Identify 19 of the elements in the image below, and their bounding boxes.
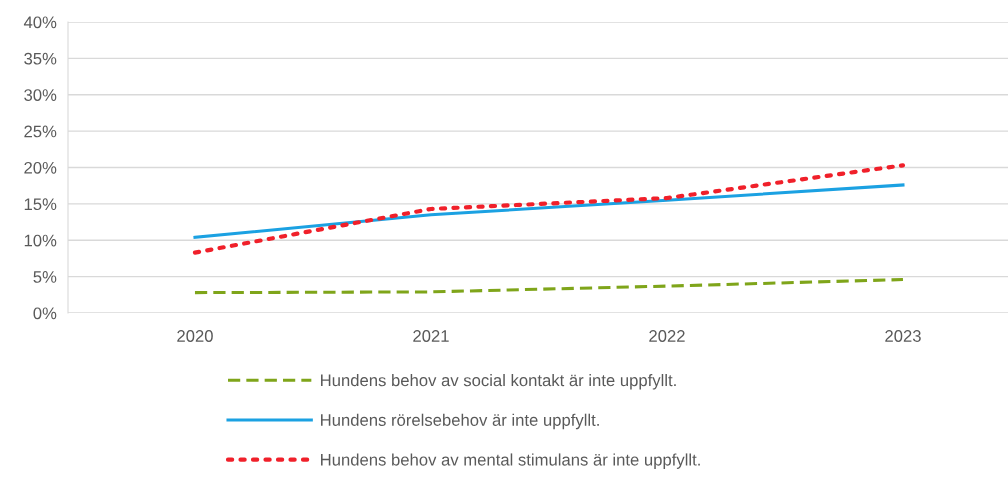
x-tick-label: 2022 xyxy=(649,330,685,342)
y-tick-label: 5% xyxy=(33,271,57,283)
legend-label: Hundens rörelsebehov är inte uppfyllt. xyxy=(321,413,599,430)
y-tick-label: 15% xyxy=(24,198,57,211)
y-tick-label: 0% xyxy=(33,307,57,320)
y-tick-label: 30% xyxy=(24,89,57,101)
legend-label: Hundens behov av mental stimulans är inte uppfyllt. xyxy=(321,453,700,469)
y-tick-label: 35% xyxy=(24,52,57,65)
y-tick-label: 25% xyxy=(24,125,57,138)
x-tick-label: 2023 xyxy=(885,330,921,342)
line-series xyxy=(193,278,905,295)
legend-label: Hundens behov av social kontakt är inte uppfyllt. xyxy=(321,374,676,390)
y-tick-label: 40% xyxy=(23,16,57,29)
x-tick-label: 2021 xyxy=(413,330,449,342)
y-tick-label: 10% xyxy=(24,234,57,247)
line-series xyxy=(192,163,906,255)
y-tick-label: 20% xyxy=(24,161,57,174)
x-tick-label: 2020 xyxy=(177,330,213,342)
line-series xyxy=(193,183,905,239)
